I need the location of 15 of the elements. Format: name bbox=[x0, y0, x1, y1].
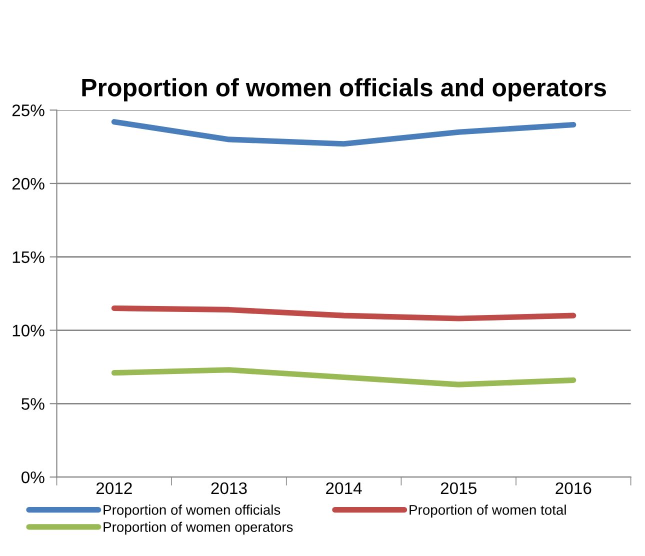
x-tick-label: 2014 bbox=[326, 482, 362, 494]
legend-label: Proportion of women officials bbox=[104, 504, 280, 518]
legend-label: Proportion of women operators bbox=[104, 522, 293, 535]
y-tick-label: 25% bbox=[12, 104, 44, 116]
y-tick-label: 10% bbox=[12, 324, 44, 336]
x-tick-label: 2012 bbox=[96, 482, 132, 494]
x-tick-label: 2013 bbox=[211, 482, 247, 494]
y-tick-label: 5% bbox=[22, 398, 44, 410]
y-tick-label: 15% bbox=[12, 251, 44, 264]
y-tick-label: 20% bbox=[12, 178, 44, 190]
x-tick-label: 2016 bbox=[556, 482, 592, 494]
y-tick-label: 0% bbox=[22, 471, 44, 484]
chart-title: Proportion of women officials and operators bbox=[82, 78, 606, 102]
legend-label: Proportion of women total bbox=[410, 504, 566, 518]
x-tick-label: 2015 bbox=[440, 482, 476, 494]
